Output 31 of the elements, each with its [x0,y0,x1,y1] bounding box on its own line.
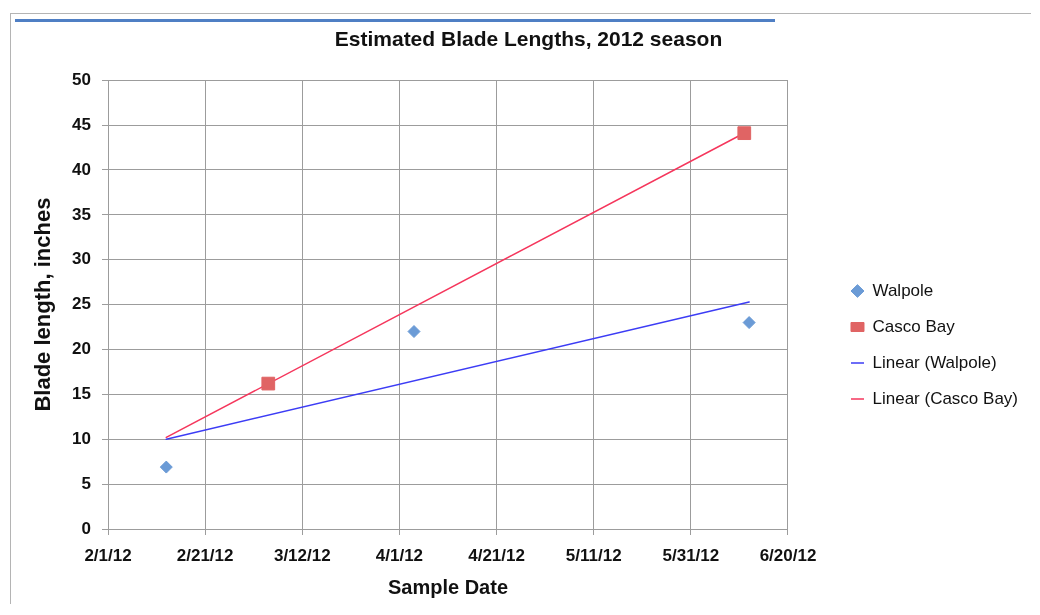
x-tick-label: 5/31/12 [662,545,720,565]
x-tick-label: 4/21/12 [468,545,525,565]
y-tick-label: 30 [72,249,91,269]
y-tick-label: 50 [72,69,91,89]
point [737,126,752,141]
legend-label: Walpole [872,280,934,300]
y-tick-label: 5 [81,473,91,493]
y-tick-label: 15 [72,384,91,404]
x-tick-label: 5/11/12 [565,545,622,565]
y-tick-label: 45 [72,114,91,134]
x-tick-label: 4/1/12 [375,545,424,565]
legend-label: Linear (Walpole) [872,352,997,372]
y-tick-label: 10 [72,428,91,448]
point [159,460,173,474]
chart-title: Estimated Blade Lengths, 2012 season [334,27,723,51]
y-tick-label: 0 [81,518,91,538]
x-tick-label: 2/1/12 [84,545,132,565]
legend-label: Linear (Casco Bay) [872,388,1019,408]
point [742,316,756,330]
point [407,325,421,339]
x-tick-label: 2/21/12 [176,545,234,565]
y-tick-label: 20 [72,339,91,359]
y-tick-label: 40 [72,159,91,179]
y-tick-label: 25 [72,294,91,314]
x-axis-title: Sample Date [387,575,509,598]
legend-label: Casco Bay [872,316,956,336]
y-tick-label: 35 [72,204,91,224]
y-axis-title: Blade length, inches [30,197,56,412]
x-tick-label: 6/20/12 [759,545,817,565]
point [261,376,276,391]
x-tick-label: 3/12/12 [273,545,331,565]
